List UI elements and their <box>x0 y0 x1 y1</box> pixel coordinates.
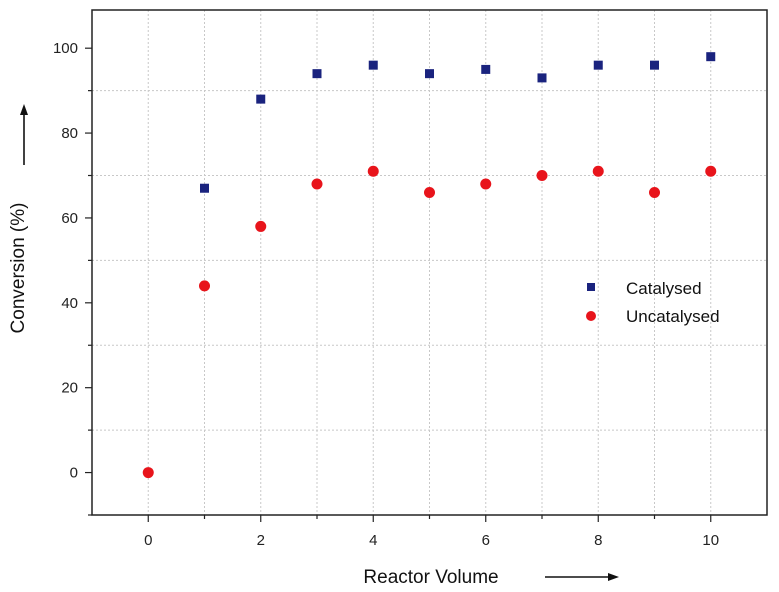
data-point-uncatalysed <box>255 220 267 232</box>
data-point-catalysed <box>650 60 659 70</box>
data-point-uncatalysed <box>424 186 435 198</box>
data-point-uncatalysed <box>142 467 154 479</box>
data-point-catalysed <box>537 73 547 83</box>
data-points <box>142 52 717 479</box>
y-tick-label: 0 <box>70 465 78 482</box>
y-tick-label: 100 <box>53 40 78 57</box>
grid-lines <box>92 10 767 515</box>
x-axis-arrow-icon <box>545 573 619 581</box>
data-point-catalysed <box>425 69 434 79</box>
data-point-uncatalysed <box>199 280 210 292</box>
y-axis-title: Conversion (%) <box>8 203 29 334</box>
data-point-uncatalysed <box>311 178 323 190</box>
legend-label-uncatalysed: Uncatalysed <box>626 307 720 326</box>
x-tick-label: 6 <box>482 532 490 549</box>
data-point-catalysed <box>368 60 378 70</box>
x-tick-label: 4 <box>369 532 377 549</box>
y-axis-arrow-icon <box>20 104 28 165</box>
data-point-catalysed <box>706 52 716 62</box>
legend-marker-catalysed <box>587 283 595 291</box>
data-point-uncatalysed <box>536 170 548 182</box>
data-point-catalysed <box>593 60 603 70</box>
data-point-catalysed <box>312 69 322 79</box>
y-tick-label: 40 <box>61 295 78 312</box>
x-tick-label: 2 <box>257 532 265 549</box>
y-tick-label: 60 <box>61 210 78 227</box>
data-point-uncatalysed <box>592 165 604 177</box>
data-point-uncatalysed <box>649 186 660 198</box>
data-point-uncatalysed <box>705 165 717 177</box>
data-point-catalysed <box>481 64 491 74</box>
x-tick-label: 0 <box>144 532 152 549</box>
data-point-uncatalysed <box>367 165 379 177</box>
x-tick-label: 8 <box>594 532 602 549</box>
legend-label-catalysed: Catalysed <box>626 279 702 298</box>
data-point-catalysed <box>200 183 209 193</box>
data-point-catalysed <box>256 94 266 104</box>
legend: Catalysed Uncatalysed <box>586 279 720 326</box>
data-point-uncatalysed <box>480 178 492 190</box>
x-tick-label: 10 <box>702 532 719 549</box>
legend-marker-uncatalysed <box>586 311 596 321</box>
y-tick-label: 20 <box>61 380 78 397</box>
y-tick-label: 80 <box>61 125 78 142</box>
x-axis-title: Reactor Volume <box>363 567 498 588</box>
